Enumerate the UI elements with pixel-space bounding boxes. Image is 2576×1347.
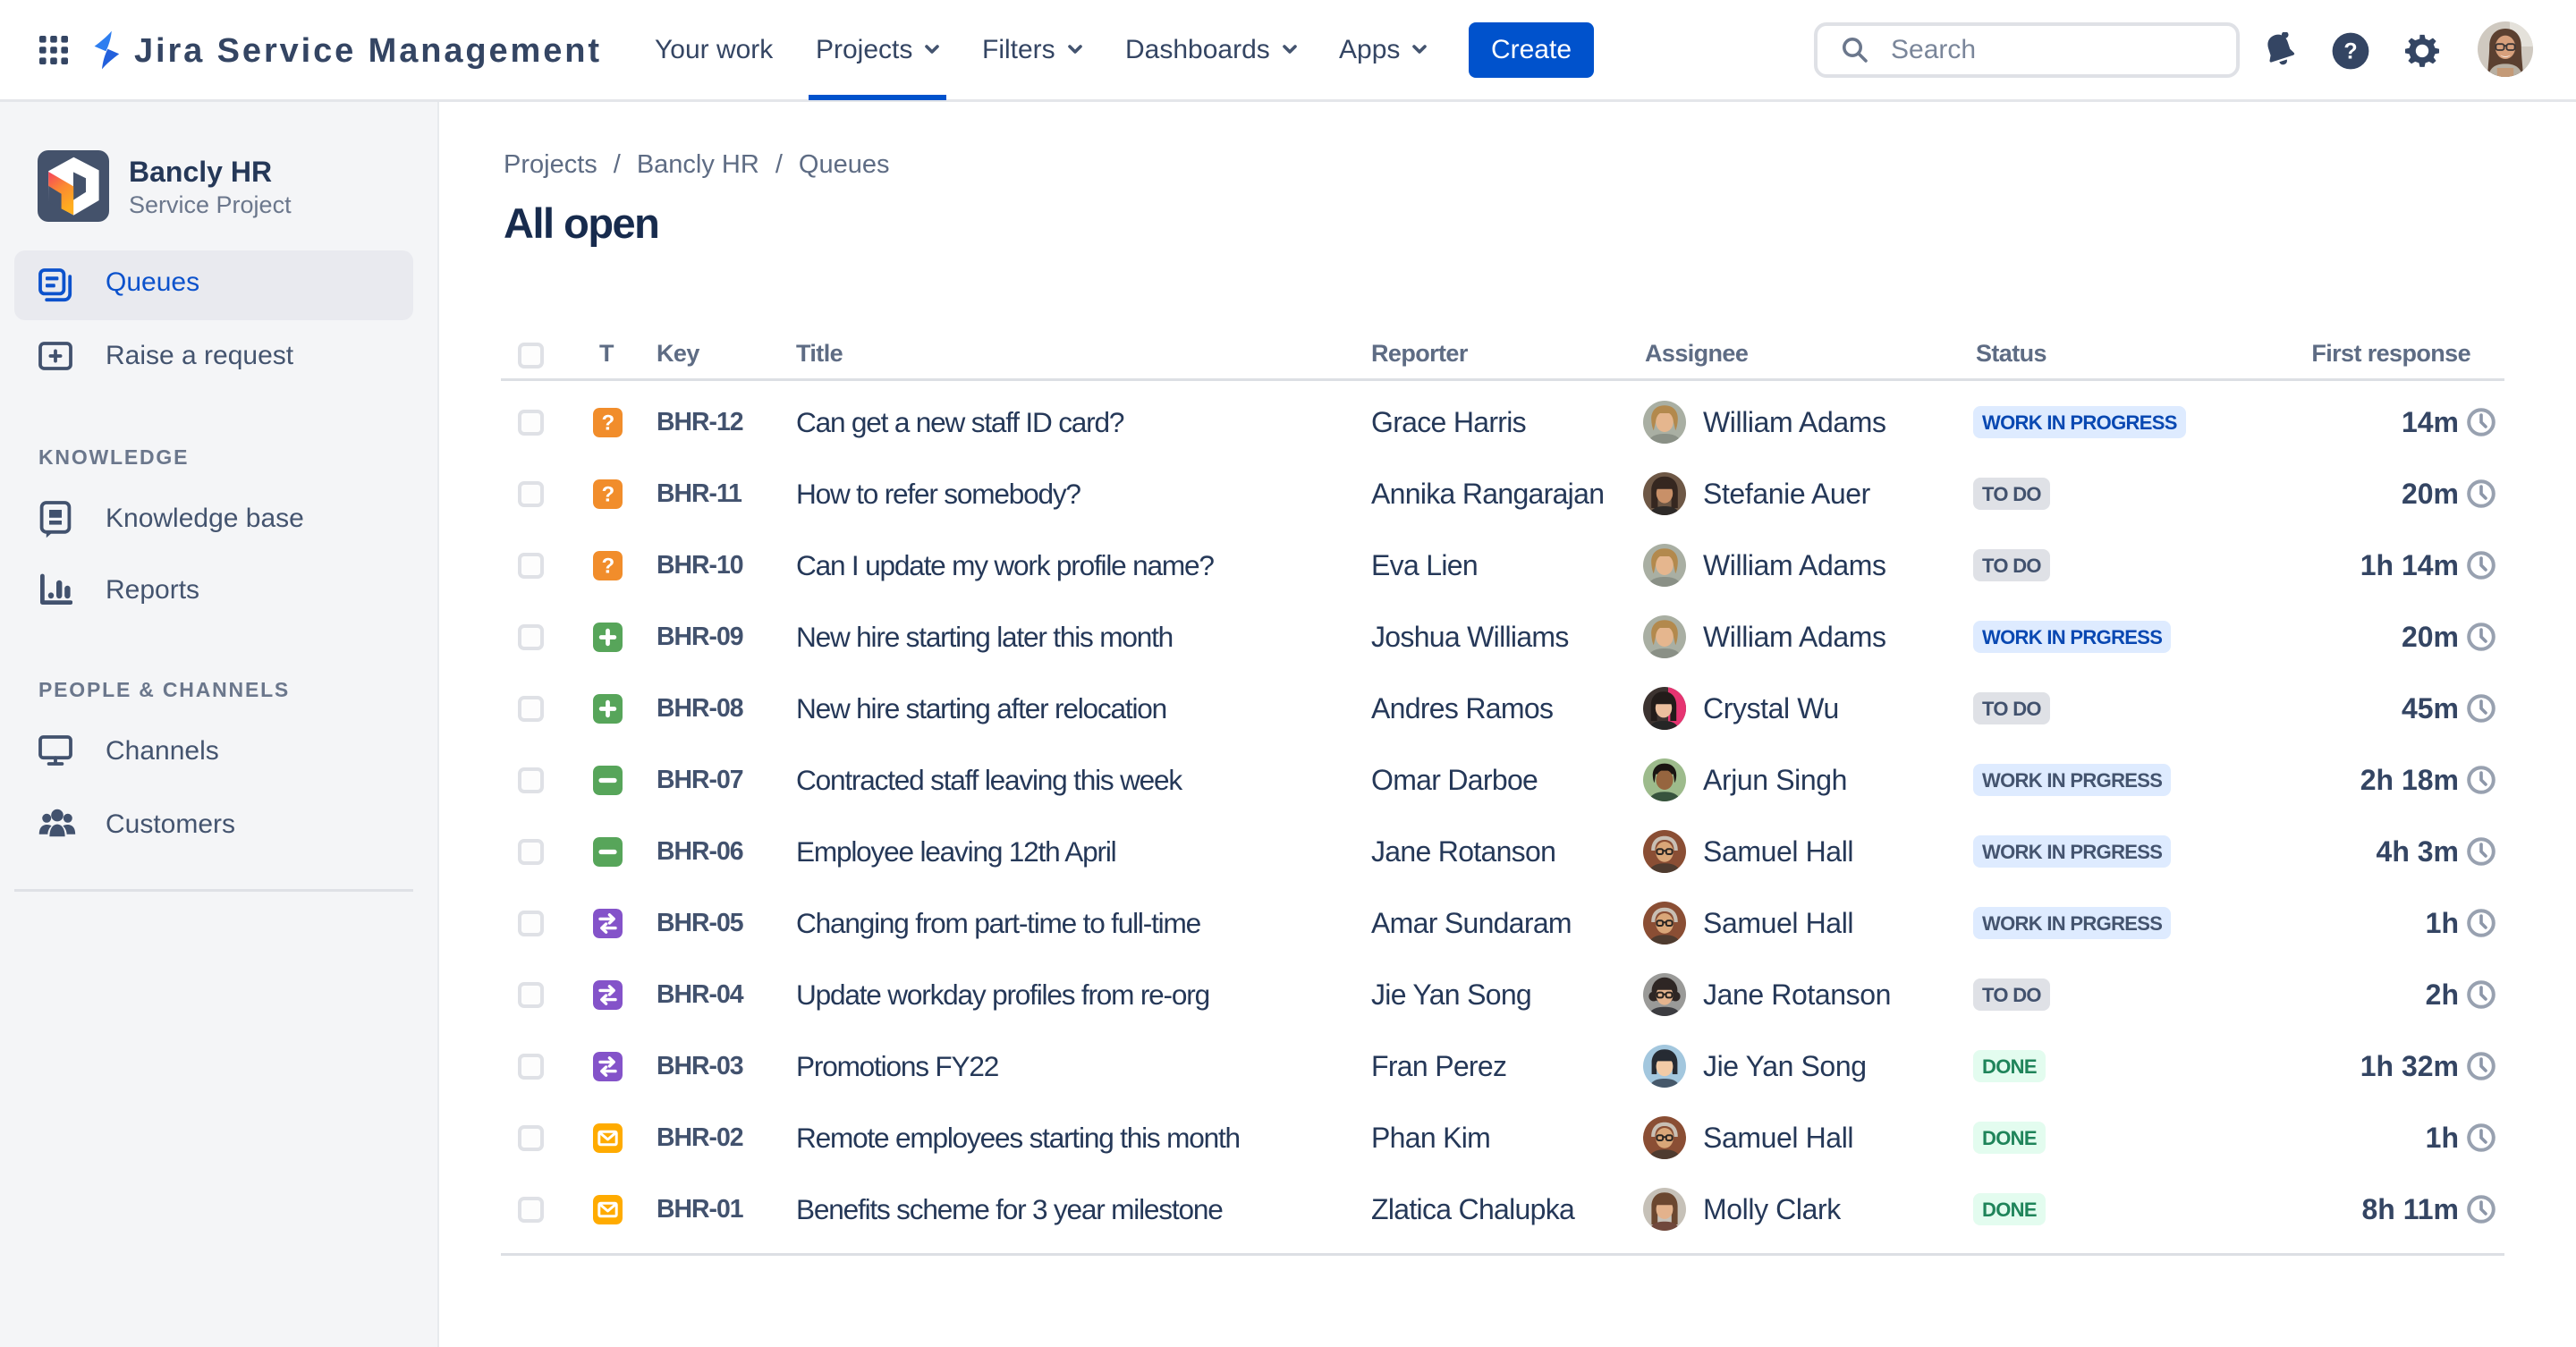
svg-text:?: ?: [2343, 39, 2357, 64]
